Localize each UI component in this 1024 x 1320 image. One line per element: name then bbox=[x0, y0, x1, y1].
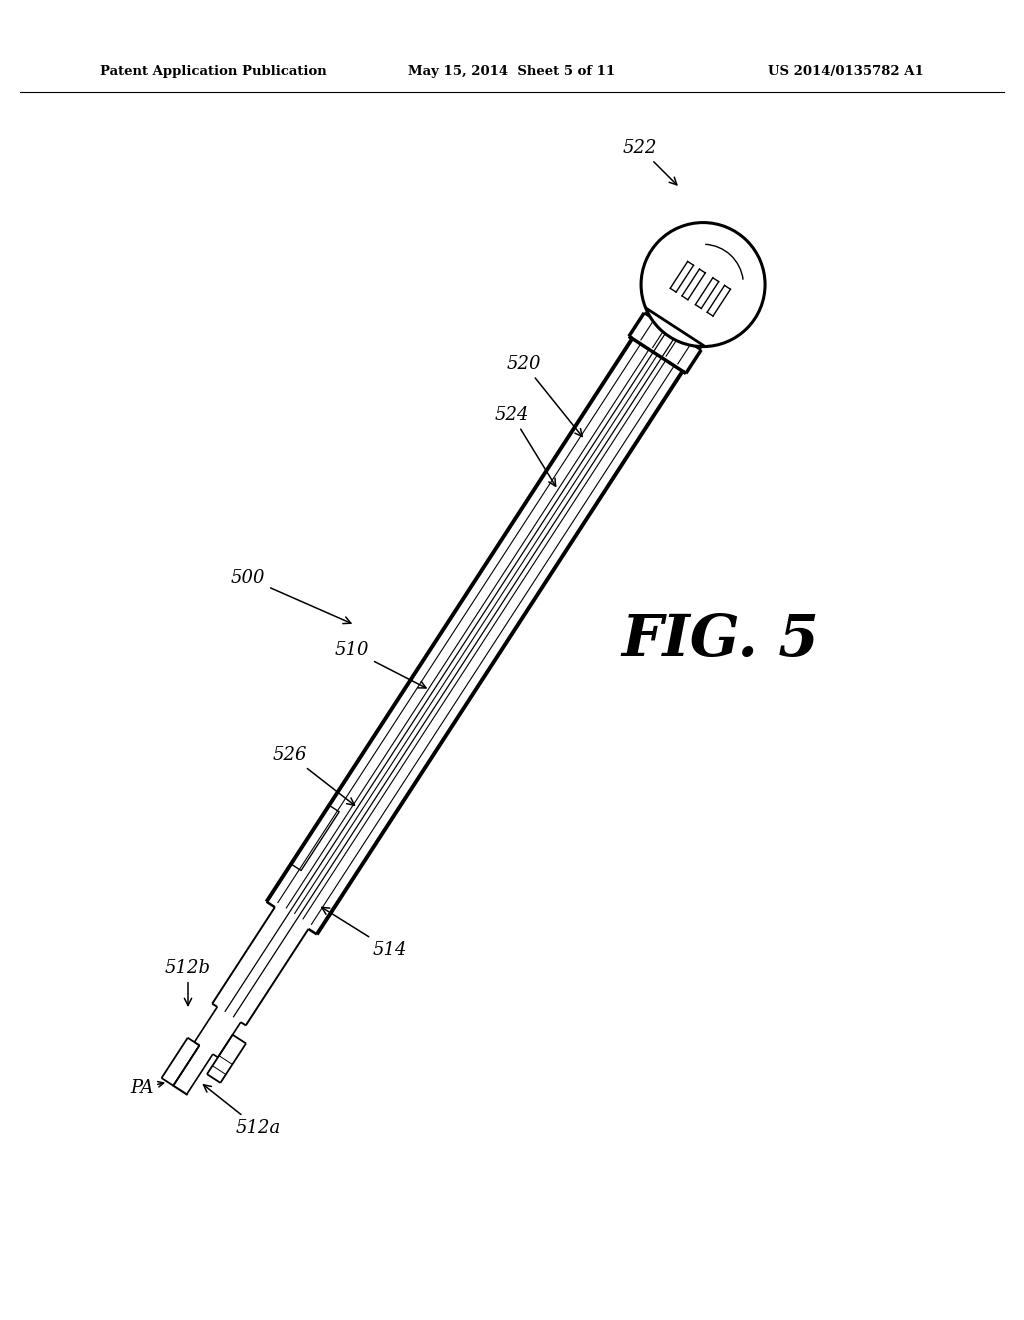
Text: 500: 500 bbox=[230, 569, 351, 623]
Text: 512b: 512b bbox=[165, 960, 211, 1006]
Text: PA: PA bbox=[130, 1078, 154, 1097]
Text: 524: 524 bbox=[495, 407, 556, 486]
Text: 512a: 512a bbox=[204, 1085, 281, 1137]
Text: 514: 514 bbox=[322, 907, 408, 960]
Text: 522: 522 bbox=[623, 139, 677, 185]
Circle shape bbox=[641, 223, 765, 347]
Text: May 15, 2014  Sheet 5 of 11: May 15, 2014 Sheet 5 of 11 bbox=[409, 66, 615, 78]
Text: 510: 510 bbox=[335, 642, 426, 688]
Text: FIG. 5: FIG. 5 bbox=[622, 611, 819, 668]
Text: US 2014/0135782 A1: US 2014/0135782 A1 bbox=[768, 66, 924, 78]
Text: 520: 520 bbox=[507, 355, 583, 437]
Text: 526: 526 bbox=[272, 746, 354, 805]
Text: Patent Application Publication: Patent Application Publication bbox=[100, 66, 327, 78]
